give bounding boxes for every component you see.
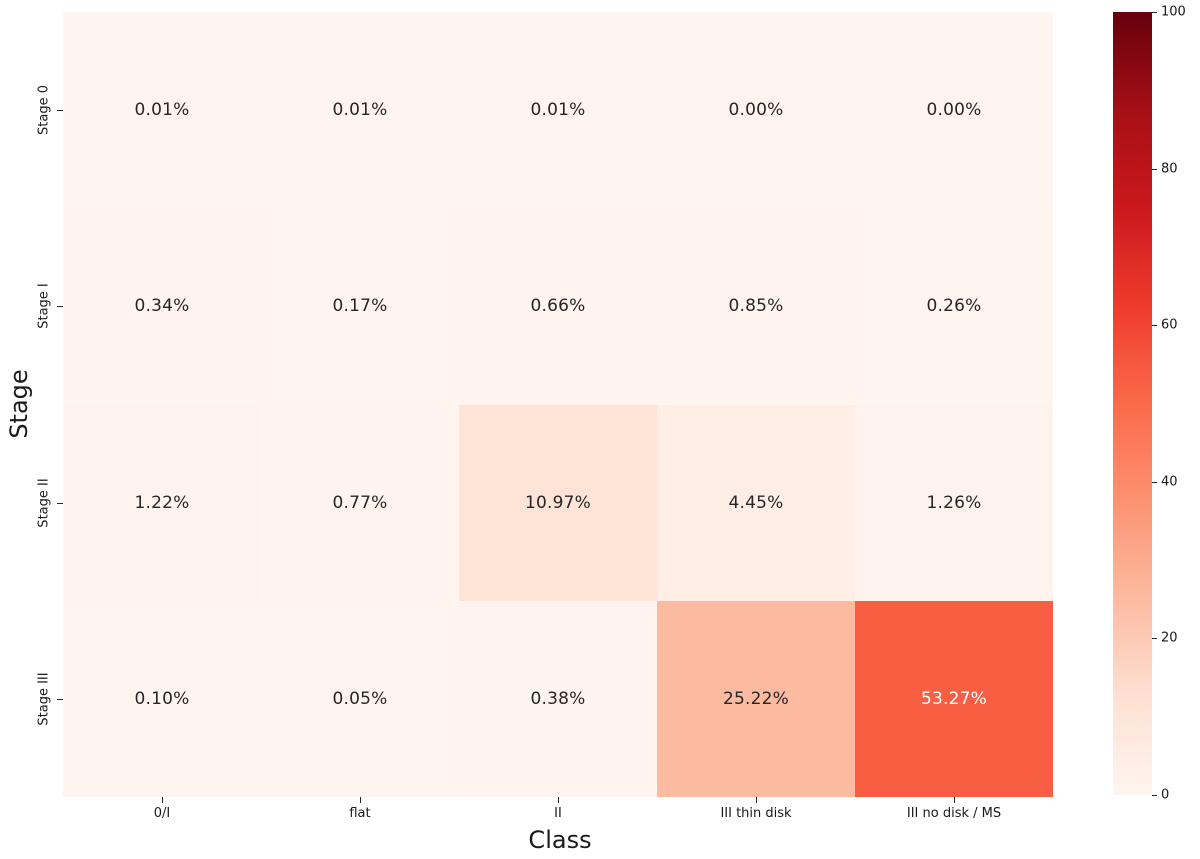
colorbar-tick-mark — [1152, 12, 1157, 13]
x-tick-mark — [558, 797, 559, 803]
cell-value-label: 0.17% — [332, 296, 388, 317]
cell-value-label: 0.00% — [728, 100, 784, 121]
y-tick-label: Stage III — [36, 672, 52, 726]
heatmap-cell: 4.45% — [657, 404, 855, 601]
y-tick-mark — [57, 110, 63, 112]
y-tick-label: Stage 0 — [36, 85, 52, 136]
x-tick-mark — [756, 797, 757, 803]
colorbar-tick-mark — [1152, 325, 1157, 327]
heatmap-cell: 10.97% — [459, 404, 657, 601]
heatmap-cell: 0.01% — [261, 12, 459, 209]
heatmap-cell: 0.10% — [63, 600, 261, 797]
cell-value-label: 1.26% — [926, 492, 982, 513]
heatmap-cell: 0.34% — [63, 208, 261, 405]
heatmap-cell: 0.26% — [855, 208, 1053, 405]
heatmap-cell: 0.00% — [657, 12, 855, 209]
heatmap-cell: 0.66% — [459, 208, 657, 405]
colorbar-tick-label: 40 — [1161, 474, 1178, 490]
colorbar-tick-label: 100 — [1161, 4, 1186, 20]
y-tick-label: Stage II — [36, 477, 52, 528]
heatmap-cell: 25.22% — [657, 600, 855, 797]
cell-value-label: 0.01% — [134, 100, 190, 121]
cell-value-label: 0.01% — [530, 100, 586, 121]
colorbar-tick-mark — [1152, 638, 1157, 640]
cell-value-label: 25.22% — [722, 688, 790, 709]
heatmap-cell: 1.22% — [63, 404, 261, 601]
heatmap-cell: 0.01% — [459, 12, 657, 209]
colorbar-tick-mark — [1152, 168, 1157, 170]
cell-value-label: 0.34% — [134, 296, 190, 317]
colorbar-tick-mark — [1152, 795, 1157, 796]
x-tick-mark — [954, 797, 955, 803]
heatmap-cell: 53.27% — [855, 600, 1053, 797]
heatmap-cell: 0.85% — [657, 208, 855, 405]
heatmap-cell: 1.26% — [855, 404, 1053, 601]
cell-value-label: 0.10% — [134, 688, 190, 709]
cell-value-label: 10.97% — [524, 492, 592, 513]
y-tick-mark — [57, 502, 63, 504]
x-tick-mark — [162, 797, 163, 803]
cell-value-label: 0.66% — [530, 296, 586, 317]
cell-value-label: 0.77% — [332, 492, 388, 513]
cell-value-label: 1.22% — [134, 492, 190, 513]
x-tick-label: III thin disk — [720, 806, 792, 821]
colorbar-tick-label: 20 — [1161, 630, 1178, 646]
colorbar-gradient — [1113, 12, 1152, 795]
heatmap-cell: 0.05% — [261, 600, 459, 797]
heatmap-cell: 0.01% — [63, 12, 261, 209]
cell-value-label: 0.05% — [332, 688, 388, 709]
x-tick-label: flat — [349, 806, 371, 821]
cell-value-label: 4.45% — [728, 492, 784, 513]
heatmap-cell: 0.38% — [459, 600, 657, 797]
colorbar-tick-label: 80 — [1161, 161, 1178, 177]
cell-value-label: 0.00% — [926, 100, 982, 121]
heatmap-cell: 0.77% — [261, 404, 459, 601]
x-axis-label: Class — [528, 826, 592, 854]
cell-value-label: 0.01% — [332, 100, 388, 121]
heatmap-cell: 0.00% — [855, 12, 1053, 209]
y-axis-label: Stage — [5, 369, 33, 439]
y-tick-label: Stage I — [36, 283, 52, 330]
colorbar-tick-mark — [1152, 481, 1157, 483]
x-tick-label: II — [554, 806, 562, 821]
x-tick-label: III no disk / MS — [906, 806, 1002, 821]
colorbar-tick-label: 0 — [1161, 787, 1170, 803]
colorbar-tick-label: 60 — [1161, 317, 1178, 333]
cell-value-label: 0.38% — [530, 688, 586, 709]
x-tick-mark — [360, 797, 361, 803]
x-tick-label: 0/I — [153, 806, 171, 821]
heatmap-cell: 0.17% — [261, 208, 459, 405]
cell-value-label: 53.27% — [920, 688, 988, 709]
heatmap-plot-area: 0.01% 0.01% 0.01% 0.00% 0.00% 0.34% 0.17% 0.66%… — [63, 12, 1053, 797]
cell-value-label: 0.85% — [728, 296, 784, 317]
cell-value-label: 0.26% — [926, 296, 982, 317]
y-tick-mark — [57, 698, 63, 700]
y-tick-mark — [57, 306, 63, 308]
